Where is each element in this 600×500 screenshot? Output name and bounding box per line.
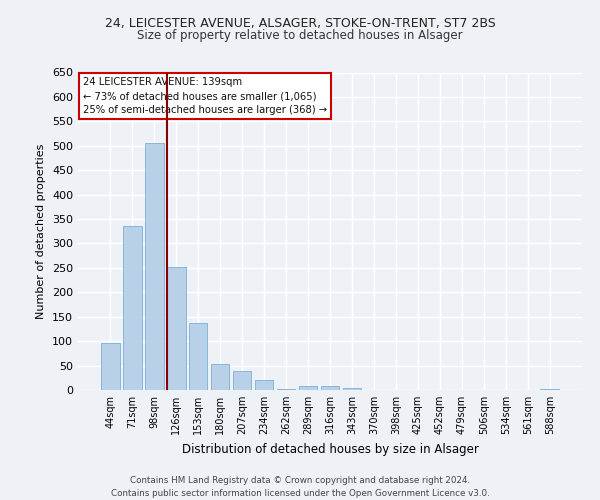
Bar bbox=[233, 372, 251, 390]
X-axis label: Distribution of detached houses by size in Alsager: Distribution of detached houses by size … bbox=[182, 442, 478, 456]
Bar bbox=[343, 388, 361, 390]
Bar bbox=[320, 386, 340, 390]
Bar bbox=[189, 322, 208, 390]
Text: 24, LEICESTER AVENUE, ALSAGER, STOKE-ON-TRENT, ST7 2BS: 24, LEICESTER AVENUE, ALSAGER, STOKE-ON-… bbox=[104, 18, 496, 30]
Bar bbox=[167, 267, 185, 390]
Bar bbox=[123, 226, 142, 390]
Bar bbox=[101, 342, 119, 390]
Text: Size of property relative to detached houses in Alsager: Size of property relative to detached ho… bbox=[137, 29, 463, 42]
Text: 24 LEICESTER AVENUE: 139sqm
← 73% of detached houses are smaller (1,065)
25% of : 24 LEICESTER AVENUE: 139sqm ← 73% of det… bbox=[83, 78, 327, 116]
Text: Contains HM Land Registry data © Crown copyright and database right 2024.
Contai: Contains HM Land Registry data © Crown c… bbox=[110, 476, 490, 498]
Bar bbox=[145, 144, 164, 390]
Bar bbox=[299, 386, 317, 390]
Bar bbox=[211, 364, 229, 390]
Y-axis label: Number of detached properties: Number of detached properties bbox=[37, 144, 46, 319]
Bar bbox=[277, 388, 295, 390]
Bar bbox=[541, 389, 559, 390]
Bar bbox=[255, 380, 274, 390]
